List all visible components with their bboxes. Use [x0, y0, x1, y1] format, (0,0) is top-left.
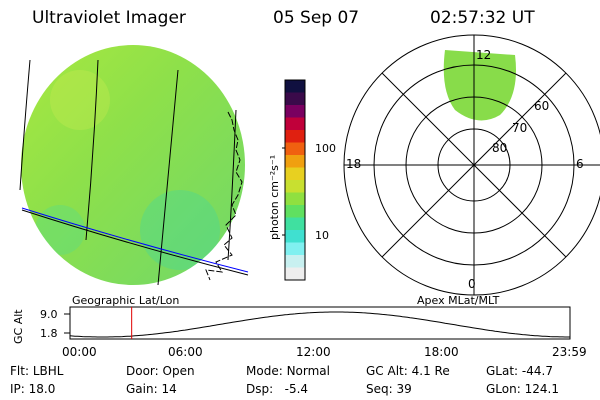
orbit-xtick: 12:00: [296, 345, 331, 359]
glat-value: -44.7: [521, 364, 553, 378]
glon-info: GLon: 124.1: [486, 382, 559, 396]
polar-lat-label: 70: [512, 121, 527, 135]
gain-info: Gain: 14: [126, 382, 177, 396]
orbit-plot: 9.0 1.8 GC Alt 00:00 06:00 12:00 18:00 2…: [12, 306, 587, 359]
orbit-xtick: 06:00: [168, 345, 203, 359]
colorbar-segment: [285, 205, 305, 218]
polar-mlt-label: 12: [476, 48, 491, 62]
door-info: Door: Open: [126, 364, 195, 378]
ip-value: 18.0: [28, 382, 56, 396]
filter-info: Flt: LBHL: [10, 364, 64, 378]
colorbar-segment: [285, 80, 305, 93]
mode-value: Normal: [286, 364, 330, 378]
colorbar-segment: [285, 167, 305, 181]
geo-meridian: [19, 59, 31, 191]
seq-value: 39: [396, 382, 412, 396]
gcalt-value: 4.1 Re: [411, 364, 450, 378]
dsp-info: Dsp: -5.4: [246, 382, 309, 396]
colorbar-frame: [284, 79, 306, 281]
orbit-xtick: 23:59: [552, 345, 587, 359]
colorbar-segment: [285, 142, 305, 156]
glon-value: 124.1: [524, 382, 559, 396]
orbit-altitude-curve: [69, 311, 570, 338]
time-label: 02:57:32 UT: [430, 8, 535, 28]
geo-meridian: [157, 69, 179, 286]
colorbar-segment: [285, 155, 305, 168]
colorbar-tick: 10: [315, 229, 329, 242]
door-value: Open: [162, 364, 195, 378]
colorbar-segment: [285, 180, 305, 193]
geo-image-panel: [19, 45, 249, 286]
colorbar-segment: [285, 105, 305, 118]
date-label: 05 Sep 07: [273, 8, 360, 28]
geo-caption: Geographic Lat/Lon: [72, 294, 179, 307]
app-title: Ultraviolet Imager: [32, 8, 186, 28]
polar-panel: 12 18 6 0 60 70 80: [343, 34, 600, 296]
ip-info: IP: 18.0: [10, 382, 56, 396]
orbit-ylabel: GC Alt: [12, 309, 25, 344]
polar-caption: Apex MLat/MLT: [417, 294, 500, 307]
seq-info: Seq: 39: [366, 382, 412, 396]
polar-lat-label: 80: [492, 141, 507, 155]
orbit-ymin: 1.8: [40, 327, 58, 340]
orbit-xtick: 00:00: [62, 345, 97, 359]
polar-lat-label: 60: [534, 99, 549, 113]
geo-meridian: [227, 109, 237, 261]
mode-info: Mode: Normal: [246, 364, 330, 378]
filter-value: LBHL: [32, 364, 64, 378]
orbit-xtick: 18:00: [424, 345, 459, 359]
colorbar-segment: [285, 242, 305, 256]
colorbar-segment: [285, 130, 305, 143]
colorbar-segment: [285, 267, 305, 281]
geo-parallel: [21, 207, 249, 273]
colorbar-segment: [285, 217, 305, 231]
colorbar-tick: 100: [315, 142, 336, 155]
geo-parallel: [21, 209, 249, 276]
gain-value: 14: [161, 382, 177, 396]
colorbar-segment: [285, 255, 305, 268]
gcalt-info: GC Alt: 4.1 Re: [366, 364, 450, 378]
colorbar-segment: [285, 117, 305, 131]
orbit-ymax: 9.0: [40, 308, 58, 321]
colorbar: [285, 80, 305, 281]
colorbar-segment: [285, 192, 305, 206]
dsp-value: -5.4: [284, 382, 309, 396]
geo-coastline: [205, 111, 243, 281]
colorbar-segment: [285, 92, 305, 106]
polar-mlt-label: 6: [576, 157, 584, 171]
polar-mlt-label: 18: [346, 157, 361, 171]
colorbar-unit: photon cm⁻²s⁻¹: [268, 155, 281, 240]
colorbar-segment: [285, 230, 305, 243]
polar-mlt-label: 0: [468, 277, 476, 291]
geo-meridian: [85, 59, 99, 241]
glat-info: GLat: -44.7: [486, 364, 553, 378]
